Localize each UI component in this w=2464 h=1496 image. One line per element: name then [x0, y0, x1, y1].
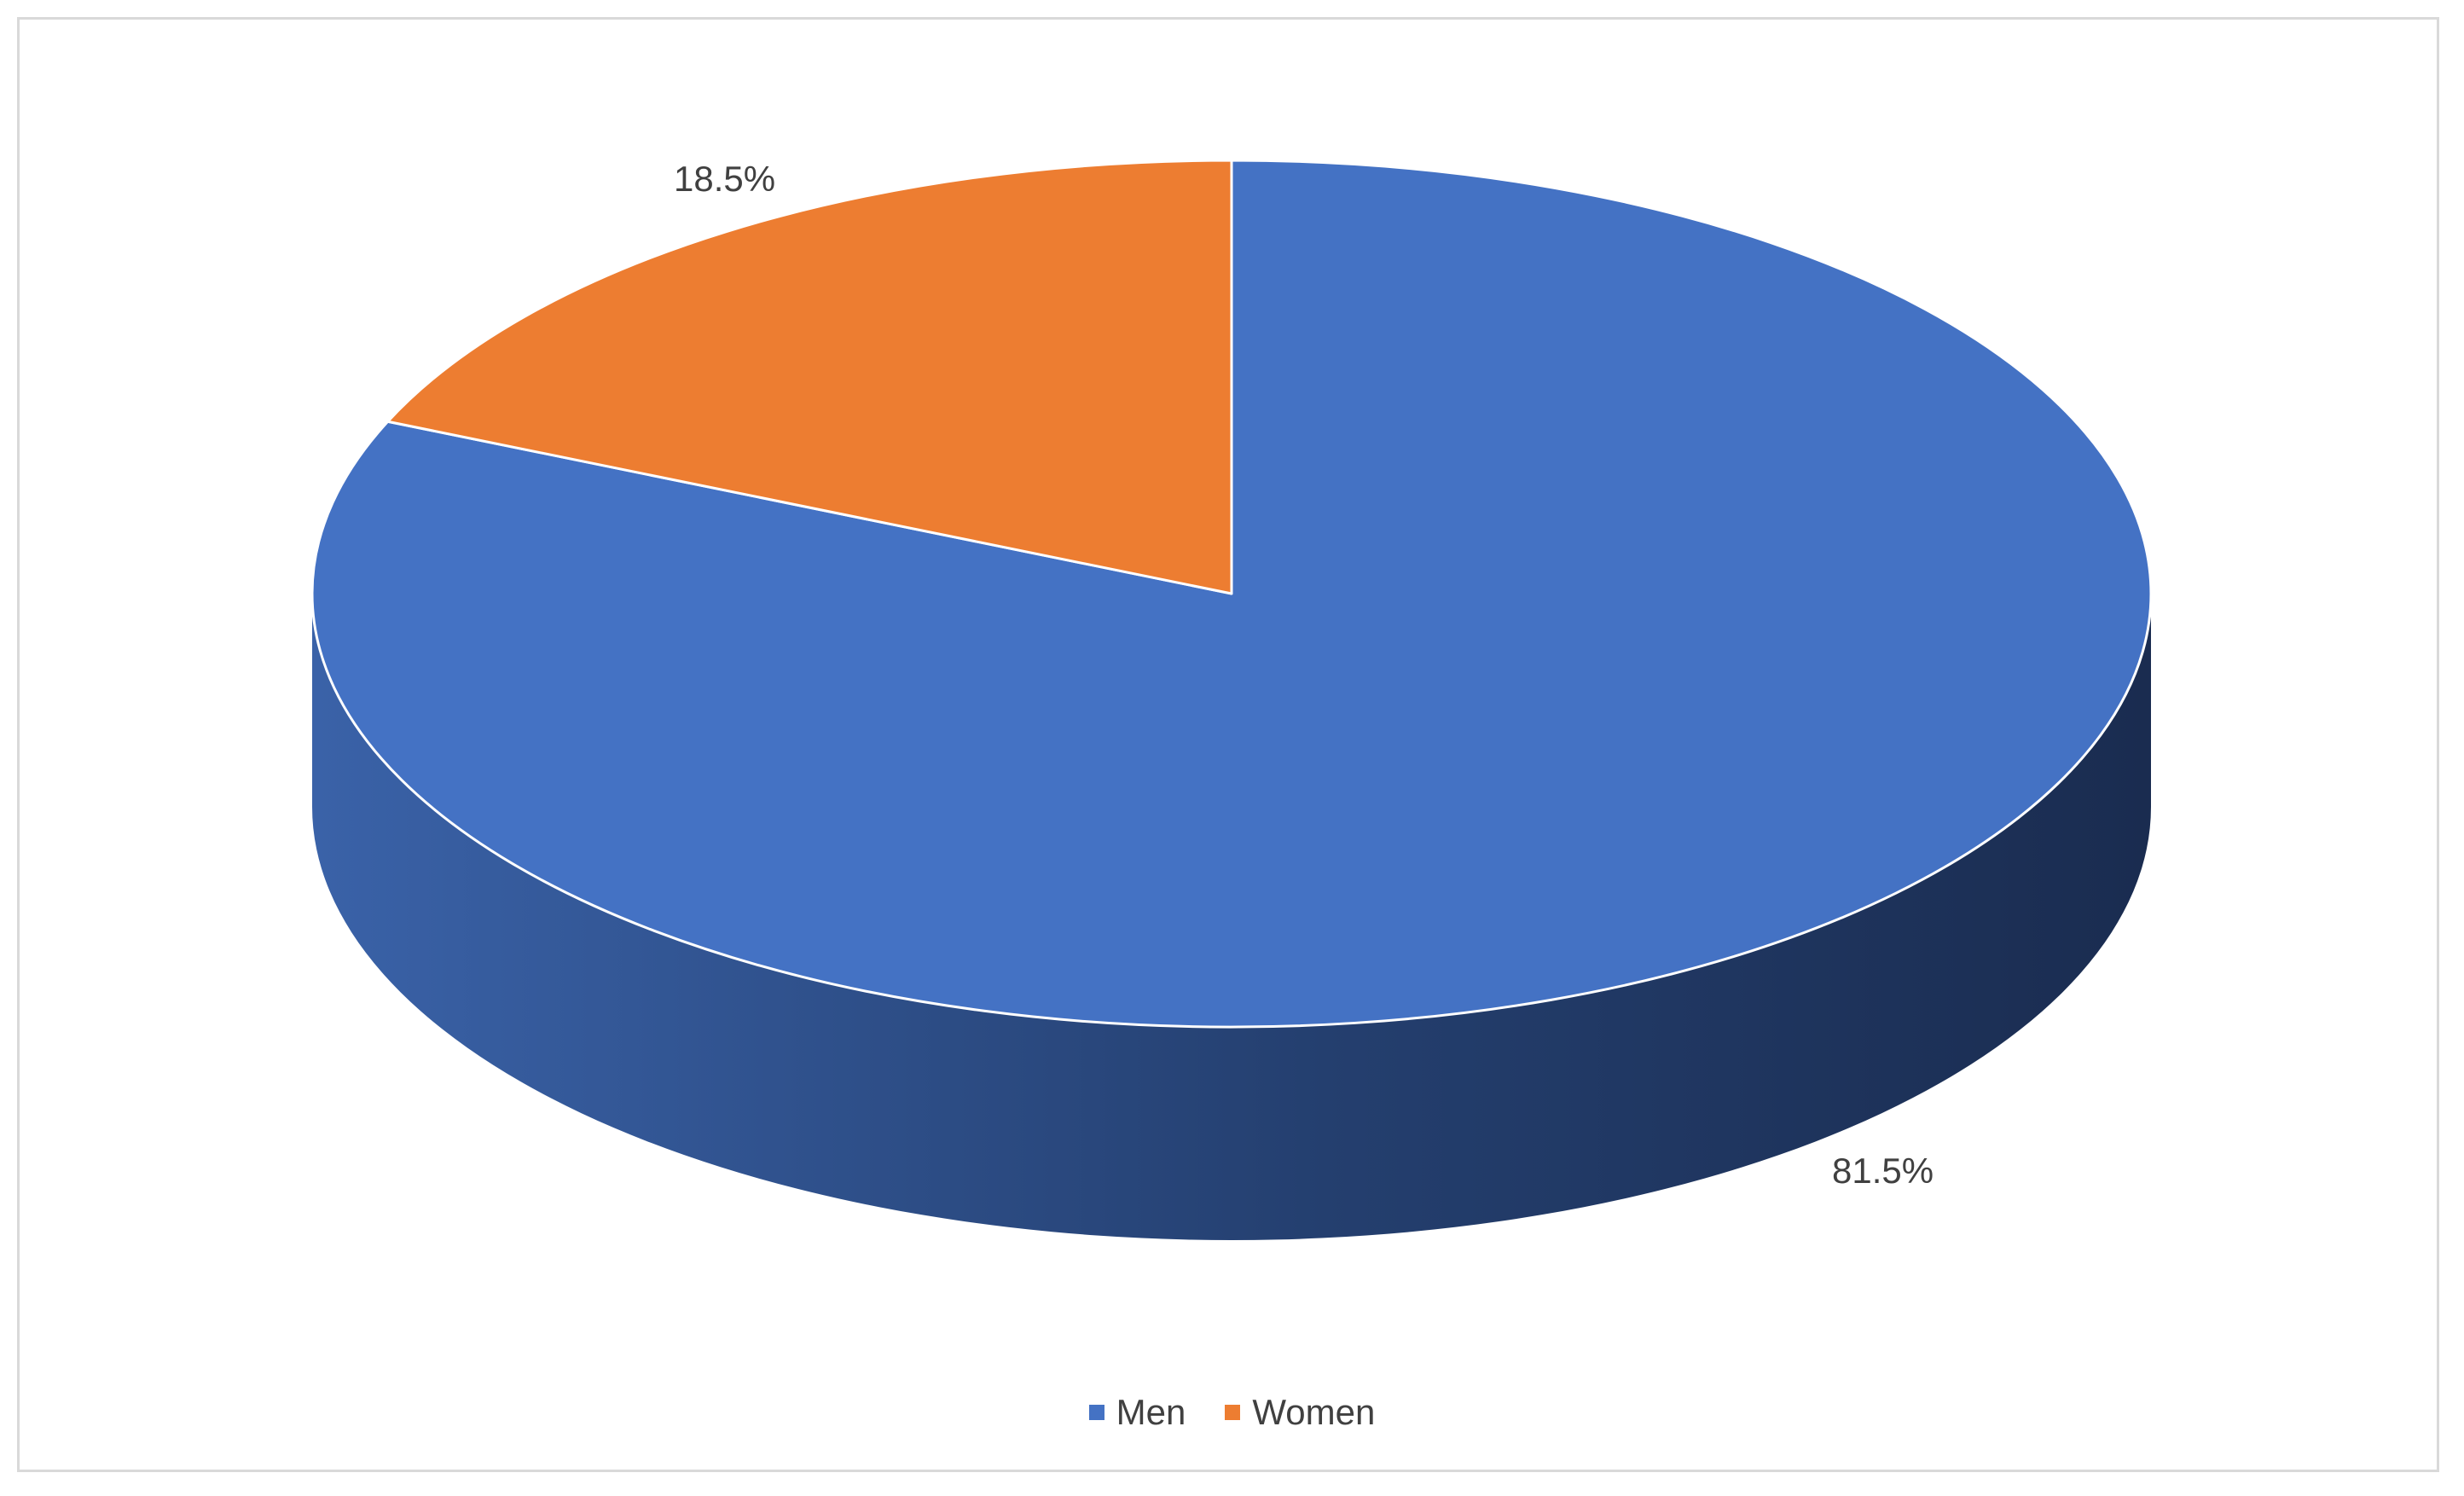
legend: Men Women [0, 1392, 2464, 1433]
legend-item-men: Men [1088, 1392, 1186, 1433]
legend-swatch-men [1088, 1405, 1104, 1420]
pie-side-men [312, 594, 2151, 1240]
data-label-women: 18.5% [674, 159, 775, 199]
pie-slice-women [386, 159, 1233, 595]
pie-slice-men [310, 159, 2153, 1029]
legend-item-women: Women [1225, 1392, 1375, 1433]
legend-label-women: Women [1252, 1392, 1376, 1432]
data-label-men: 81.5% [1832, 1151, 1934, 1191]
legend-swatch-women [1225, 1405, 1241, 1420]
legend-label-men: Men [1116, 1392, 1186, 1432]
